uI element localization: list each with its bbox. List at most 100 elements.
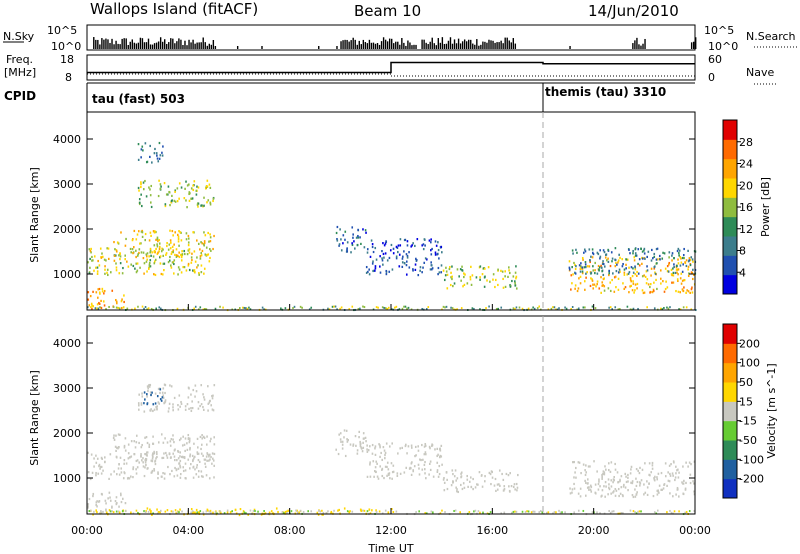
data-cell xyxy=(659,258,661,261)
nsky-bar xyxy=(439,42,442,49)
data-cell xyxy=(417,463,420,466)
data-cell xyxy=(203,240,206,243)
data-cell xyxy=(424,460,426,464)
data-cell xyxy=(205,510,208,513)
data-cell xyxy=(99,465,102,469)
data-cell xyxy=(655,278,657,282)
data-cell xyxy=(389,249,392,252)
data-cell xyxy=(403,305,405,308)
colorbar-segment xyxy=(723,362,737,383)
data-cell xyxy=(146,441,149,445)
data-cell xyxy=(132,246,135,249)
data-cell xyxy=(617,487,620,491)
data-cell xyxy=(378,443,380,446)
nsky-bar xyxy=(488,39,490,49)
data-cell xyxy=(584,306,586,309)
data-cell xyxy=(109,510,112,513)
data-cell xyxy=(103,304,106,307)
data-cell xyxy=(395,257,398,260)
data-cell xyxy=(342,234,345,237)
data-cell xyxy=(653,477,655,480)
data-cell xyxy=(209,440,212,443)
data-cell xyxy=(154,273,157,277)
nsky-strip: N.Sky 10^5 10^0 10^5 10^0 N.Search xyxy=(3,24,797,53)
data-cell xyxy=(416,238,419,241)
data-cell xyxy=(631,480,634,483)
data-cell xyxy=(438,464,441,468)
data-cell xyxy=(171,245,174,248)
data-cell xyxy=(419,269,421,272)
nsky-bar xyxy=(155,42,158,49)
data-cell xyxy=(234,508,237,512)
nsky-bar xyxy=(449,37,452,49)
data-cell xyxy=(592,265,594,268)
data-cell xyxy=(655,248,658,251)
data-cell xyxy=(628,291,630,294)
data-cell xyxy=(103,258,106,261)
data-cell xyxy=(622,485,625,488)
data-cell xyxy=(597,264,600,268)
data-cell xyxy=(150,510,152,513)
nsky-bar xyxy=(502,43,504,49)
data-cell xyxy=(363,509,366,512)
data-cell xyxy=(146,507,149,510)
data-cell xyxy=(568,268,571,271)
data-cell xyxy=(101,252,103,255)
data-cell xyxy=(96,505,98,508)
data-cell xyxy=(132,264,135,268)
data-cell xyxy=(140,156,142,159)
y-tick-label: 2000 xyxy=(53,223,81,236)
nsky-bar xyxy=(153,43,156,49)
nsky-bar xyxy=(401,38,403,49)
data-cell xyxy=(384,453,386,457)
data-cell xyxy=(603,277,605,280)
data-cell xyxy=(213,436,215,439)
data-cell xyxy=(379,455,381,458)
data-cell xyxy=(100,472,103,475)
data-cell xyxy=(406,244,409,247)
data-cell xyxy=(154,460,156,463)
data-cell xyxy=(154,251,156,254)
data-cell xyxy=(206,253,208,257)
data-cell xyxy=(172,438,174,441)
data-cell xyxy=(383,306,385,309)
data-cell xyxy=(120,306,123,310)
data-cell xyxy=(97,288,100,291)
data-cell xyxy=(387,468,390,471)
data-cell xyxy=(209,186,212,189)
data-cell xyxy=(219,305,221,308)
data-cell xyxy=(693,509,696,512)
data-cell xyxy=(381,512,384,515)
data-cell xyxy=(143,510,145,513)
data-cell xyxy=(631,274,634,278)
data-cell xyxy=(112,305,115,308)
data-cell xyxy=(113,434,115,437)
data-cell xyxy=(197,458,200,462)
nsky-bar xyxy=(695,37,697,49)
data-cell xyxy=(186,253,189,256)
data-cell xyxy=(169,264,172,267)
data-cell xyxy=(376,475,379,478)
data-cell xyxy=(170,201,173,204)
data-cell xyxy=(672,267,674,270)
data-cell xyxy=(149,231,152,234)
data-cell xyxy=(137,186,140,190)
data-cell xyxy=(191,197,194,200)
nsky-bar xyxy=(634,40,636,49)
data-cell xyxy=(639,466,641,469)
data-cell xyxy=(623,483,625,487)
data-cell xyxy=(456,490,458,493)
data-cell xyxy=(209,201,212,204)
data-cell xyxy=(195,508,198,512)
data-cell xyxy=(405,273,408,276)
x-tick-label: 12:00 xyxy=(375,524,407,537)
data-cell xyxy=(207,253,210,256)
data-cell xyxy=(96,266,99,269)
data-cell xyxy=(379,444,381,447)
data-cell xyxy=(645,270,648,273)
data-cell xyxy=(336,237,338,241)
data-cell xyxy=(203,458,206,461)
data-cell xyxy=(574,287,576,290)
data-cell xyxy=(169,473,171,476)
data-cell xyxy=(369,475,372,478)
